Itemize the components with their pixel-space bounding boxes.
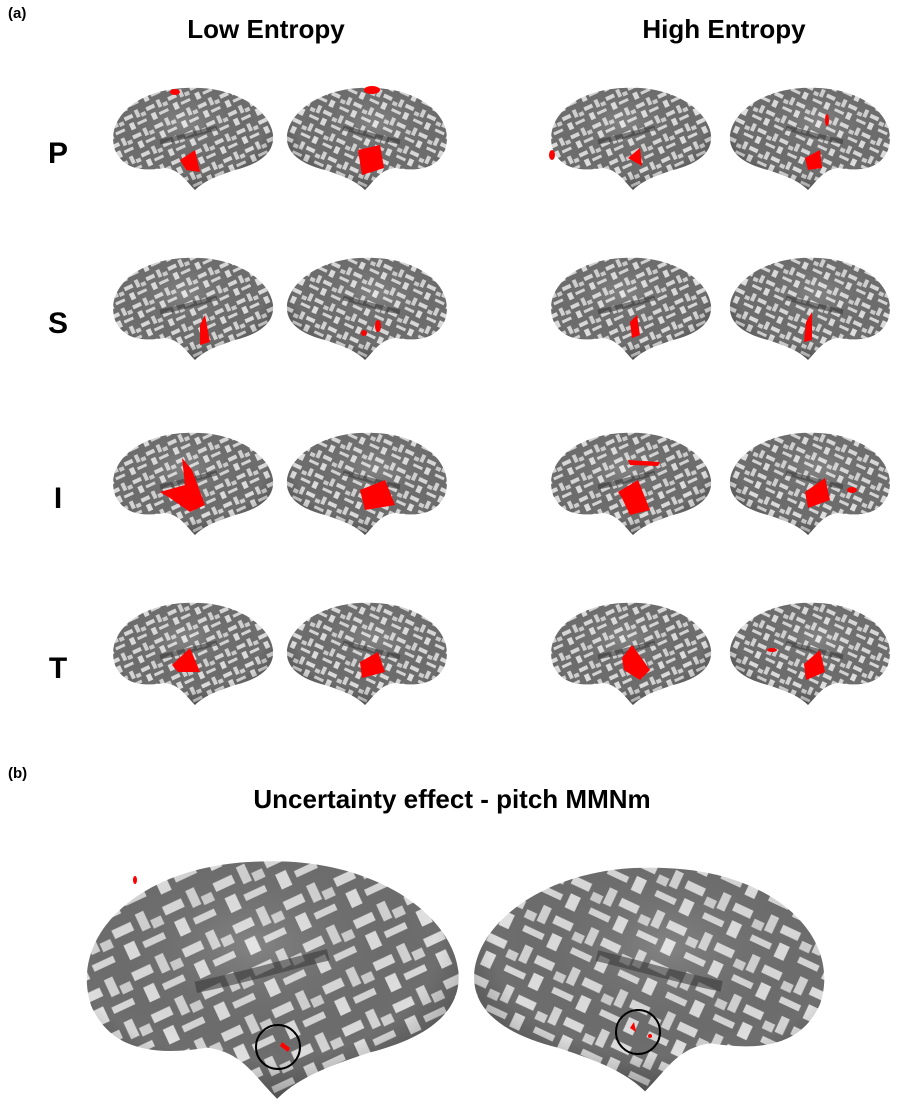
- activations: [160, 86, 857, 680]
- panel-title: Uncertainty effect - pitch MMNm: [253, 784, 650, 814]
- panel-label: (a): [8, 5, 26, 22]
- row-label: I: [54, 482, 62, 515]
- row-label: S: [48, 307, 68, 340]
- brain-grid: [113, 88, 890, 705]
- column-title: High Entropy: [642, 14, 806, 44]
- panel-label: (b): [8, 765, 27, 782]
- column-title: Low Entropy: [187, 14, 345, 44]
- large-brains: [87, 861, 825, 1099]
- row-label: T: [49, 652, 67, 685]
- row-label: P: [48, 137, 68, 170]
